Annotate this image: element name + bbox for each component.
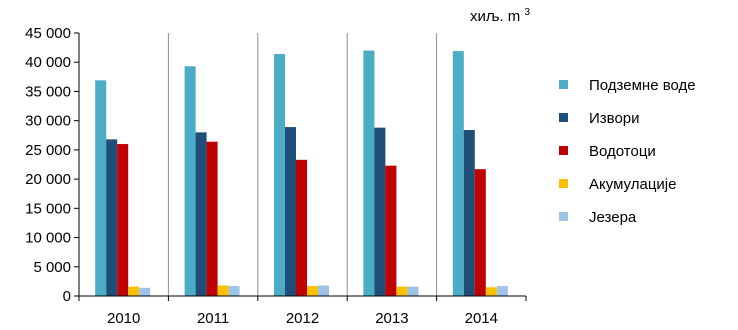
- bar: [363, 50, 375, 297]
- bar: [452, 51, 464, 296]
- y-tick-label: 35 000: [25, 83, 71, 100]
- y-tick-label: 40 000: [25, 54, 71, 71]
- bar: [374, 127, 386, 297]
- legend-item: Водотоци: [559, 143, 656, 160]
- axes: [78, 33, 526, 297]
- bar: [318, 285, 329, 296]
- bar: [463, 130, 475, 296]
- bar: [496, 286, 508, 296]
- y-tick-label: 0: [63, 288, 71, 305]
- bar: [106, 139, 118, 296]
- y-tick-label: 30 000: [25, 113, 71, 130]
- category-separators: [167, 33, 438, 296]
- y-tick-label: 15 000: [25, 200, 71, 217]
- legend: Подземне воде Извори Водотоци Акумулације Је…: [559, 77, 696, 226]
- legend-swatch: [559, 113, 568, 122]
- x-tick-label: 2014: [465, 310, 498, 327]
- bar: [296, 159, 307, 296]
- x-tick-label: 2010: [107, 310, 140, 327]
- bar: [385, 165, 397, 296]
- legend-swatch: [559, 179, 568, 188]
- legend-item: Подземне воде: [559, 77, 696, 94]
- legend-item: Извори: [559, 110, 640, 127]
- bar: [474, 169, 486, 296]
- y-tick-label: 10 000: [25, 230, 71, 247]
- bar: [274, 54, 285, 296]
- bar: [195, 132, 207, 296]
- bar: [217, 285, 229, 296]
- y-tick-label: 45 000: [25, 25, 71, 42]
- x-tick-label: 2013: [375, 310, 408, 327]
- legend-item: Акумулације: [559, 176, 676, 193]
- y-tick-label: 20 000: [25, 171, 71, 188]
- bar: [139, 287, 151, 296]
- legend-label: Подземне воде: [589, 77, 696, 94]
- bar: [485, 287, 497, 296]
- bar: [396, 286, 408, 296]
- bar: [285, 127, 296, 297]
- legend-label: Извори: [589, 110, 640, 127]
- unit-text: хиљ. m: [470, 8, 520, 25]
- y-tick-label: 25 000: [25, 142, 71, 159]
- legend-item: Језера: [559, 209, 637, 226]
- unit-label: хиљ. m 3: [470, 7, 530, 25]
- y-axis-ticks: 0 5 000 10 000 15 000 20 000 25 000 30 000 35 0…: [25, 25, 79, 305]
- bars: [95, 50, 508, 297]
- legend-label: Акумулације: [589, 176, 676, 193]
- legend-label: Водотоци: [589, 143, 656, 160]
- legend-swatch: [559, 80, 568, 89]
- x-axis-ticks: 2010 2011 2012 2013 2014: [78, 296, 527, 327]
- legend-swatch: [559, 212, 568, 221]
- bar: [95, 80, 107, 296]
- svg-text:хиљ. m 3: хиљ. m 3: [470, 7, 530, 25]
- bar: [117, 144, 129, 296]
- bar: [407, 286, 419, 296]
- bar: [228, 286, 240, 296]
- bar: [307, 286, 318, 296]
- x-tick-label: 2012: [286, 310, 319, 327]
- bar: [184, 66, 196, 297]
- legend-swatch: [559, 146, 568, 155]
- y-tick-label: 5 000: [33, 259, 71, 276]
- unit-superscript: 3: [524, 7, 530, 18]
- bar: [206, 141, 218, 296]
- legend-label: Језера: [589, 209, 637, 226]
- bar: [128, 286, 140, 296]
- x-tick-label: 2011: [197, 310, 229, 327]
